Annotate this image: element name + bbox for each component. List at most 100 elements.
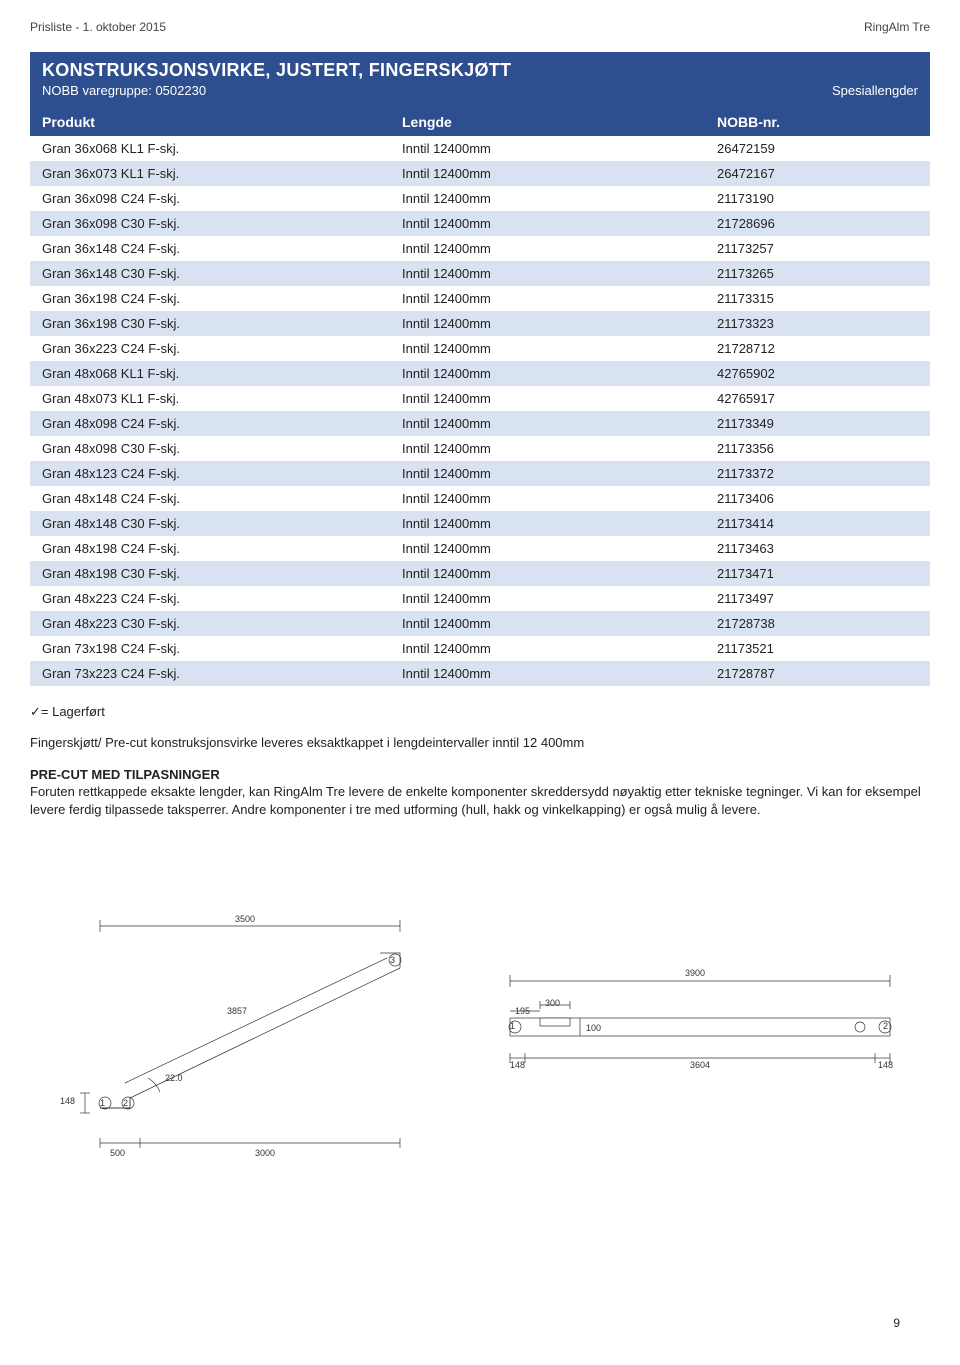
dim-3604: 3604 — [690, 1060, 710, 1070]
table-row: Gran 48x148 C30 F-skj.Inntil 12400mm2117… — [30, 511, 930, 536]
table-row: Gran 48x223 C24 F-skj.Inntil 12400mm2117… — [30, 586, 930, 611]
cell-lengde: Inntil 12400mm — [390, 411, 705, 436]
cell-lengde: Inntil 12400mm — [390, 436, 705, 461]
table-row: Gran 48x198 C24 F-skj.Inntil 12400mm2117… — [30, 536, 930, 561]
cell-lengde: Inntil 12400mm — [390, 186, 705, 211]
dim-195: 195 — [515, 1006, 530, 1016]
cell-lengde: Inntil 12400mm — [390, 661, 705, 686]
node-1l: 1 — [100, 1098, 105, 1108]
table-row: Gran 36x148 C24 F-skj.Inntil 12400mm2117… — [30, 236, 930, 261]
cell-lengde: Inntil 12400mm — [390, 161, 705, 186]
dim-3000: 3000 — [255, 1148, 275, 1158]
spesiallengder-label: Spesiallengder — [832, 83, 918, 98]
cell-nobb: 21728712 — [705, 336, 930, 361]
table-row: Gran 48x098 C24 F-skj.Inntil 12400mm2117… — [30, 411, 930, 436]
cell-nobb: 21173414 — [705, 511, 930, 536]
cell-lengde: Inntil 12400mm — [390, 611, 705, 636]
table-row: Gran 36x098 C24 F-skj.Inntil 12400mm2117… — [30, 186, 930, 211]
cell-lengde: Inntil 12400mm — [390, 486, 705, 511]
cell-nobb: 21728787 — [705, 661, 930, 686]
cell-nobb: 21173265 — [705, 261, 930, 286]
cell-produkt: Gran 48x223 C30 F-skj. — [30, 611, 390, 636]
cell-lengde: Inntil 12400mm — [390, 136, 705, 161]
diagram-right — [480, 963, 920, 1103]
col-header-nobb: NOBB-nr. — [705, 108, 930, 136]
node-3l: 3 — [390, 955, 395, 965]
varegruppe-label: NOBB varegruppe: 0502230 — [42, 83, 206, 98]
cell-produkt: Gran 48x098 C24 F-skj. — [30, 411, 390, 436]
cell-lengde: Inntil 12400mm — [390, 586, 705, 611]
cell-nobb: 21173463 — [705, 536, 930, 561]
cell-produkt: Gran 48x198 C30 F-skj. — [30, 561, 390, 586]
dim-500: 500 — [110, 1148, 125, 1158]
table-row: Gran 36x198 C24 F-skj.Inntil 12400mm2117… — [30, 286, 930, 311]
cell-nobb: 21173349 — [705, 411, 930, 436]
precut-heading: PRE-CUT MED TILPASNINGER — [30, 766, 930, 784]
cell-lengde: Inntil 12400mm — [390, 361, 705, 386]
intro-paragraph: Fingerskjøtt/ Pre-cut konstruksjonsvirke… — [30, 734, 930, 752]
cell-produkt: Gran 36x198 C30 F-skj. — [30, 311, 390, 336]
cell-nobb: 21728696 — [705, 211, 930, 236]
cell-lengde: Inntil 12400mm — [390, 461, 705, 486]
cell-nobb: 21173406 — [705, 486, 930, 511]
cell-produkt: Gran 36x098 C30 F-skj. — [30, 211, 390, 236]
cell-produkt: Gran 73x223 C24 F-skj. — [30, 661, 390, 686]
cell-produkt: Gran 48x073 KL1 F-skj. — [30, 386, 390, 411]
cell-lengde: Inntil 12400mm — [390, 261, 705, 286]
cell-nobb: 21728738 — [705, 611, 930, 636]
table-row: Gran 36x198 C30 F-skj.Inntil 12400mm2117… — [30, 311, 930, 336]
header-left: Prisliste - 1. oktober 2015 — [30, 20, 166, 34]
cell-lengde: Inntil 12400mm — [390, 536, 705, 561]
cell-nobb: 21173257 — [705, 236, 930, 261]
table-row: Gran 48x098 C30 F-skj.Inntil 12400mm2117… — [30, 436, 930, 461]
dim-100: 100 — [586, 1023, 601, 1033]
table-row: Gran 48x148 C24 F-skj.Inntil 12400mm2117… — [30, 486, 930, 511]
cell-produkt: Gran 48x148 C30 F-skj. — [30, 511, 390, 536]
cell-produkt: Gran 36x198 C24 F-skj. — [30, 286, 390, 311]
page-header: Prisliste - 1. oktober 2015 RingAlm Tre — [30, 20, 930, 34]
cell-lengde: Inntil 12400mm — [390, 636, 705, 661]
cell-produkt: Gran 48x068 KL1 F-skj. — [30, 361, 390, 386]
dim-148l: 148 — [60, 1096, 75, 1106]
cell-produkt: Gran 48x123 C24 F-skj. — [30, 461, 390, 486]
cell-nobb: 26472159 — [705, 136, 930, 161]
cell-nobb: 21173497 — [705, 586, 930, 611]
page-number: 9 — [893, 1316, 900, 1330]
table-row: Gran 48x073 KL1 F-skj.Inntil 12400mm4276… — [30, 386, 930, 411]
cell-produkt: Gran 48x223 C24 F-skj. — [30, 586, 390, 611]
node-1r: 1 — [510, 1021, 515, 1031]
cell-nobb: 21173190 — [705, 186, 930, 211]
table-row: Gran 48x123 C24 F-skj.Inntil 12400mm2117… — [30, 461, 930, 486]
dim-300: 300 — [545, 998, 560, 1008]
cell-nobb: 26472167 — [705, 161, 930, 186]
table-header: Produkt Lengde NOBB-nr. — [30, 108, 930, 136]
table-row: Gran 48x198 C30 F-skj.Inntil 12400mm2117… — [30, 561, 930, 586]
cell-lengde: Inntil 12400mm — [390, 336, 705, 361]
col-header-produkt: Produkt — [30, 108, 390, 136]
table-row: Gran 36x223 C24 F-skj.Inntil 12400mm2172… — [30, 336, 930, 361]
table-row: Gran 48x068 KL1 F-skj.Inntil 12400mm4276… — [30, 361, 930, 386]
dim-3857: 3857 — [227, 1006, 247, 1016]
cell-nobb: 42765917 — [705, 386, 930, 411]
cell-nobb: 21173521 — [705, 636, 930, 661]
cell-nobb: 21173356 — [705, 436, 930, 461]
table-row: Gran 36x068 KL1 F-skj.Inntil 12400mm2647… — [30, 136, 930, 161]
table-row: Gran 36x098 C30 F-skj.Inntil 12400mm2172… — [30, 211, 930, 236]
cell-lengde: Inntil 12400mm — [390, 386, 705, 411]
section-title: KONSTRUKSJONSVIRKE, JUSTERT, FINGERSKJØT… — [42, 60, 918, 81]
cell-nobb: 21173315 — [705, 286, 930, 311]
diagram-left — [30, 908, 450, 1168]
cell-lengde: Inntil 12400mm — [390, 311, 705, 336]
precut-paragraph: Foruten rettkappede eksakte lengder, kan… — [30, 783, 930, 818]
cell-produkt: Gran 36x148 C30 F-skj. — [30, 261, 390, 286]
node-2l: 2 — [123, 1098, 128, 1108]
dim-3900: 3900 — [685, 968, 705, 978]
cell-produkt: Gran 48x148 C24 F-skj. — [30, 486, 390, 511]
cell-nobb: 21173323 — [705, 311, 930, 336]
cell-produkt: Gran 36x148 C24 F-skj. — [30, 236, 390, 261]
cell-produkt: Gran 48x198 C24 F-skj. — [30, 536, 390, 561]
cell-produkt: Gran 36x223 C24 F-skj. — [30, 336, 390, 361]
cell-lengde: Inntil 12400mm — [390, 286, 705, 311]
dim-angle: 22.0 — [165, 1073, 183, 1083]
table-row: Gran 48x223 C30 F-skj.Inntil 12400mm2172… — [30, 611, 930, 636]
